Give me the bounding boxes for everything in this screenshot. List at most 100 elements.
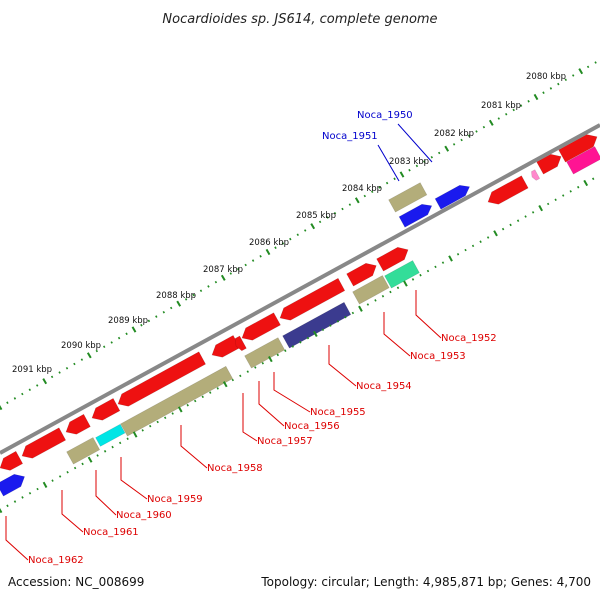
minor-tick — [296, 233, 299, 237]
minor-tick — [186, 403, 189, 407]
minor-tick — [572, 74, 575, 77]
minor-tick — [21, 392, 24, 396]
minor-tick — [246, 370, 249, 373]
gene-arrow — [117, 351, 207, 407]
minor-tick — [209, 391, 212, 394]
tick-label: 2083 kbp — [389, 157, 429, 167]
minor-tick — [229, 272, 232, 275]
major-tick — [583, 179, 589, 187]
major-tick — [86, 352, 92, 359]
minor-tick — [524, 215, 527, 218]
gene-label: Noca_1961 — [83, 527, 139, 538]
gene-arrow — [398, 203, 433, 228]
minor-tick — [164, 416, 167, 420]
minor-tick — [141, 429, 144, 432]
minor-tick — [289, 237, 292, 241]
minor-tick — [291, 345, 295, 348]
minor-tick — [251, 259, 255, 262]
minor-tick — [201, 395, 204, 399]
major-tick — [358, 305, 363, 312]
minor-tick — [415, 164, 419, 168]
minor-tick — [393, 177, 396, 181]
minor-tick — [13, 500, 17, 503]
gene-arrow — [244, 337, 286, 369]
minor-tick — [96, 454, 99, 457]
minor-tick — [244, 263, 247, 267]
minor-tick — [192, 293, 195, 297]
leader-line — [5, 516, 29, 561]
minor-tick — [434, 265, 437, 269]
minor-tick — [577, 185, 580, 189]
minor-tick — [51, 479, 54, 482]
major-tick — [533, 93, 539, 101]
minor-tick — [276, 353, 279, 357]
map-title: Nocardioides sp. JS614, complete genome — [162, 12, 437, 27]
minor-tick — [344, 315, 347, 319]
minor-tick — [81, 462, 84, 466]
minor-tick — [103, 345, 106, 349]
minor-tick — [475, 130, 478, 133]
gene-arrow — [388, 182, 428, 213]
minor-tick — [156, 420, 159, 424]
minor-tick — [430, 155, 433, 159]
gene-arrow — [352, 275, 390, 305]
minor-tick — [66, 470, 69, 474]
tick-label: 2087 kbp — [203, 265, 243, 275]
minor-tick — [110, 341, 113, 344]
minor-tick — [239, 374, 242, 378]
minor-tick — [467, 134, 471, 138]
tick-label: 2082 kbp — [434, 129, 474, 139]
leader-line — [242, 393, 258, 442]
minor-tick — [36, 384, 39, 387]
minor-tick — [351, 311, 355, 315]
minor-tick — [378, 186, 381, 189]
tick-label: 2080 kbp — [526, 72, 566, 82]
gene-label: Noca_1957 — [257, 436, 313, 447]
leader-line — [273, 372, 311, 413]
leader-line — [328, 345, 357, 387]
leader-line — [415, 290, 442, 339]
minor-tick — [28, 491, 32, 495]
minor-tick — [471, 244, 475, 248]
minor-tick — [73, 466, 77, 470]
minor-tick — [438, 151, 441, 155]
gene-arrow — [0, 450, 24, 471]
minor-tick — [408, 168, 411, 172]
major-tick — [313, 330, 318, 337]
minor-tick — [348, 203, 352, 206]
minor-tick — [341, 207, 344, 211]
minor-tick — [65, 366, 69, 370]
gene-label: Noca_1953 — [410, 351, 466, 362]
minor-tick — [336, 320, 340, 323]
major-tick — [403, 280, 408, 287]
gene-arrow — [487, 175, 529, 205]
minor-tick — [147, 319, 151, 323]
minor-tick — [366, 303, 370, 306]
minor-tick — [274, 246, 277, 249]
major-tick — [0, 507, 3, 514]
minor-tick — [464, 248, 467, 252]
gene-label: Noca_1960 — [116, 510, 172, 521]
minor-tick — [389, 290, 392, 294]
minor-tick — [194, 399, 197, 403]
minor-tick — [306, 336, 310, 340]
gene-label: Noca_1956 — [284, 421, 340, 432]
accession-text: Accession: NC_008699 — [8, 575, 144, 589]
tick-label: 2088 kbp — [156, 291, 196, 301]
minor-tick — [36, 487, 39, 491]
major-tick — [0, 404, 3, 411]
tick-label: 2081 kbp — [481, 101, 521, 111]
minor-tick — [564, 78, 567, 82]
minor-tick — [80, 358, 84, 361]
minor-tick — [562, 194, 565, 197]
minor-tick — [396, 286, 400, 290]
gene-arrow — [346, 262, 377, 287]
major-tick — [578, 68, 584, 75]
gene-arrow — [0, 473, 26, 497]
minor-tick — [505, 112, 508, 116]
minor-tick — [58, 371, 61, 374]
tick-label: 2084 kbp — [342, 184, 382, 194]
minor-tick — [452, 143, 456, 146]
major-tick — [177, 406, 183, 413]
